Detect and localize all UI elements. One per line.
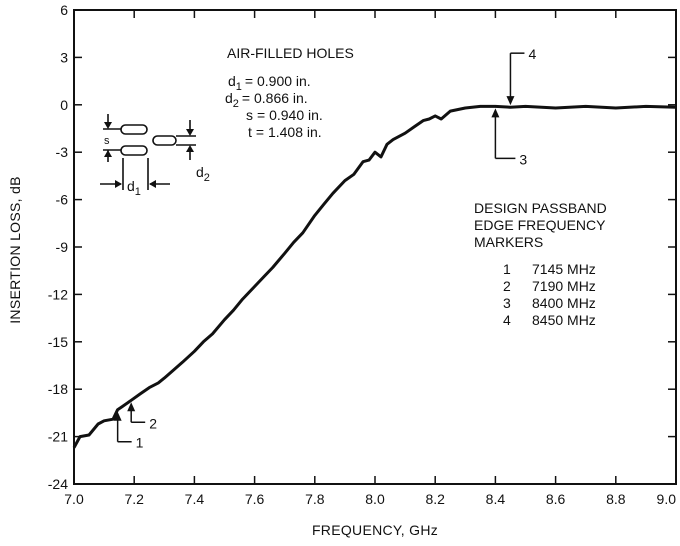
- marker-4: 4: [506, 46, 536, 106]
- series-line: [72, 104, 677, 449]
- design-marker-freq: 7190 MHz: [532, 278, 596, 294]
- tick-marks: [73, 9, 677, 485]
- design-marker-num: 1: [503, 261, 511, 277]
- x-tick-label: 7.4: [185, 491, 205, 507]
- design-marker-freq: 7145 MHz: [532, 261, 596, 277]
- marker-3: 3: [491, 108, 527, 167]
- y-axis-title: INSERTION LOSS, dB: [7, 176, 23, 324]
- hole-diagram-arrows: [104, 122, 194, 188]
- y-tick-label: 6: [60, 2, 68, 18]
- y-tick-label: 3: [60, 49, 68, 65]
- y-tick-label: -18: [48, 381, 68, 397]
- hole-middle: [152, 135, 177, 146]
- y-tick-label: 0: [60, 97, 68, 113]
- x-tick-label: 8.4: [486, 491, 506, 507]
- design-marker-freq: 8450 MHz: [532, 312, 596, 328]
- x-axis-title: FREQUENCY, GHz: [312, 522, 438, 538]
- hole-diagram: [100, 114, 196, 190]
- x-tick-label: 7.2: [124, 491, 144, 507]
- marker-label: 2: [149, 415, 157, 431]
- diagram-d1-label: d1: [127, 178, 141, 198]
- x-tick-labels: 7.0 7.2 7.4 7.6 7.8 8.0 8.2 8.4 8.6 8.8 9.0: [64, 491, 676, 507]
- diagram-s-label: s: [104, 135, 110, 147]
- marker-2: 2: [127, 402, 157, 431]
- y-tick-label: -24: [48, 476, 68, 492]
- holes-title: AIR-FILLED HOLES: [227, 45, 354, 61]
- y-tick-label: -3: [56, 144, 69, 160]
- x-tick-label: 7.8: [305, 491, 325, 507]
- param-d2: d2 = 0.866 in.: [225, 90, 308, 110]
- x-tick-label: 9.0: [657, 491, 677, 507]
- x-tick-label: 8.0: [365, 491, 385, 507]
- param-t: t = 1.408 in.: [248, 124, 322, 140]
- y-tick-label: -15: [48, 334, 68, 350]
- hole-params: d1 = 0.900 in. d2 = 0.866 in. s = 0.940 in.…: [225, 73, 323, 140]
- design-line-3: MARKERS: [474, 234, 543, 250]
- plot-frame: [73, 9, 677, 485]
- y-tick-label: -9: [56, 239, 69, 255]
- design-marker-num: 3: [503, 295, 511, 311]
- y-tick-label: -12: [48, 286, 68, 302]
- x-tick-label: 7.0: [64, 491, 84, 507]
- design-marker-freq: 8400 MHz: [532, 295, 596, 311]
- marker-label: 3: [519, 151, 527, 167]
- x-tick-label: 7.6: [245, 491, 265, 507]
- param-d1: d1 = 0.900 in.: [228, 73, 311, 93]
- hole-bottom: [120, 145, 148, 156]
- y-tick-labels: 6 3 0 -3 -6 -9 -12 -15 -18 -21 -24: [48, 2, 68, 492]
- y-tick-label: -6: [56, 192, 69, 208]
- hole-top: [120, 124, 148, 135]
- x-tick-label: 8.8: [606, 491, 626, 507]
- x-tick-label: 8.2: [425, 491, 445, 507]
- param-s: s = 0.940 in.: [246, 107, 323, 123]
- marker-label: 4: [528, 46, 536, 62]
- x-tick-label: 8.6: [546, 491, 566, 507]
- marker-1: 1: [113, 411, 144, 451]
- design-marker-list: 1 7145 MHz 2 7190 MHz 3 8400 MHz 4 8450 …: [503, 261, 596, 328]
- marker-label: 1: [136, 435, 144, 451]
- design-line-2: EDGE FREQUENCY: [474, 217, 606, 233]
- design-line-1: DESIGN PASSBAND: [474, 200, 607, 216]
- diagram-d2-label: d2: [196, 164, 210, 184]
- design-marker-num: 2: [503, 278, 511, 294]
- design-marker-num: 4: [503, 312, 511, 328]
- y-tick-label: -21: [48, 429, 68, 445]
